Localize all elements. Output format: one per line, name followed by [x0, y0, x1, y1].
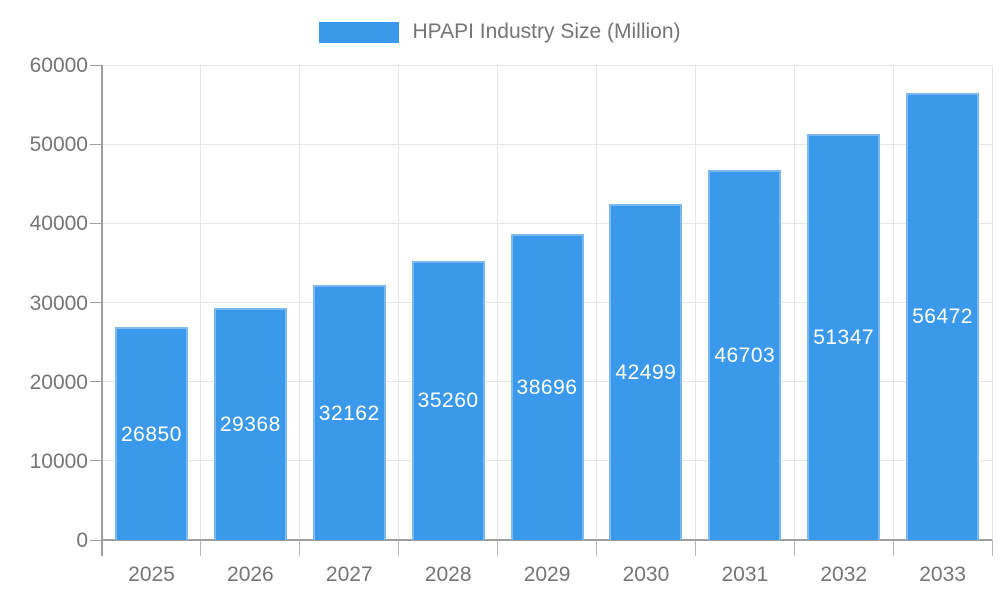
bar-value-label: 46703	[714, 344, 776, 368]
x-axis-tick	[793, 540, 795, 556]
x-axis-tick	[299, 540, 301, 556]
bar-2031: 46703	[708, 170, 782, 540]
gridline-vertical	[793, 65, 795, 540]
y-axis-tick	[90, 302, 102, 303]
chart-legend: HPAPI Industry Size (Million)	[0, 20, 1000, 44]
x-axis-category-label: 2032	[820, 563, 868, 586]
x-axis-category-label: 2029	[523, 563, 571, 586]
bar-2032: 51347	[807, 133, 881, 540]
x-axis-category-label: 2028	[424, 563, 472, 586]
gridline-vertical	[398, 65, 400, 540]
bar-value-label: 29368	[219, 412, 281, 436]
bar-value-label: 38696	[516, 375, 578, 399]
x-axis-category-label: 2030	[622, 563, 670, 586]
bar-2026: 29368	[213, 307, 287, 540]
y-axis-tick	[90, 539, 102, 541]
y-axis-tick	[90, 143, 102, 145]
x-axis-tick	[200, 540, 202, 556]
y-axis-tick	[90, 460, 102, 462]
x-axis-tick	[497, 540, 499, 556]
bar-value-label: 51347	[813, 325, 875, 349]
bar-value-label: 32162	[318, 401, 380, 425]
y-axis-tick-label: 10000	[29, 449, 88, 473]
y-axis-tick-label: 60000	[29, 54, 88, 77]
bar-2028: 35260	[411, 260, 485, 540]
gridline-vertical	[694, 65, 696, 540]
x-axis-tick	[694, 540, 696, 556]
x-axis-tick	[892, 540, 894, 556]
x-axis-category-label: 2027	[325, 563, 373, 586]
legend-swatch	[319, 21, 400, 43]
bar-2029: 38696	[510, 233, 584, 540]
gridline-vertical	[595, 65, 597, 540]
x-axis-category-label: 2033	[919, 563, 966, 586]
bar-value-label: 26850	[120, 422, 182, 446]
gridline-vertical	[299, 65, 301, 540]
gridline-vertical	[497, 65, 499, 540]
x-axis-tick	[991, 540, 993, 556]
y-axis-tick-label: 0	[76, 529, 88, 552]
gridline-horizontal	[102, 64, 992, 66]
bar-2025: 26850	[114, 327, 188, 540]
gridline-horizontal	[102, 143, 992, 145]
bar-2033: 56472	[906, 92, 980, 540]
y-axis-tick	[90, 64, 102, 66]
legend-label: HPAPI Industry Size (Million)	[412, 20, 681, 43]
bar-2030: 42499	[609, 203, 683, 540]
y-axis-tick	[90, 381, 102, 383]
x-axis-line	[102, 539, 992, 541]
y-axis-tick-label: 40000	[29, 212, 88, 236]
x-axis-tick	[595, 540, 597, 556]
x-axis-category-label: 2031	[721, 563, 769, 586]
bar-value-label: 56472	[912, 305, 973, 329]
bar-value-label: 35260	[417, 389, 479, 413]
y-axis-line	[101, 65, 103, 556]
legend-item[interactable]: HPAPI Industry Size (Million)	[319, 20, 681, 44]
x-axis-tick	[398, 540, 400, 556]
y-axis-tick-label: 20000	[29, 370, 88, 394]
gridline-horizontal	[102, 222, 992, 224]
bar-value-label: 42499	[615, 360, 677, 384]
bar-2027: 32162	[312, 285, 386, 540]
y-axis-tick	[90, 222, 102, 224]
y-axis-tick-label: 50000	[29, 133, 88, 157]
y-axis-tick-label: 30000	[29, 291, 88, 315]
gridline-vertical	[991, 65, 993, 540]
x-axis-category-label: 2025	[128, 563, 175, 586]
gridline-vertical	[200, 65, 202, 540]
gridline-vertical	[892, 65, 894, 540]
x-axis-category-label: 2026	[227, 563, 274, 586]
